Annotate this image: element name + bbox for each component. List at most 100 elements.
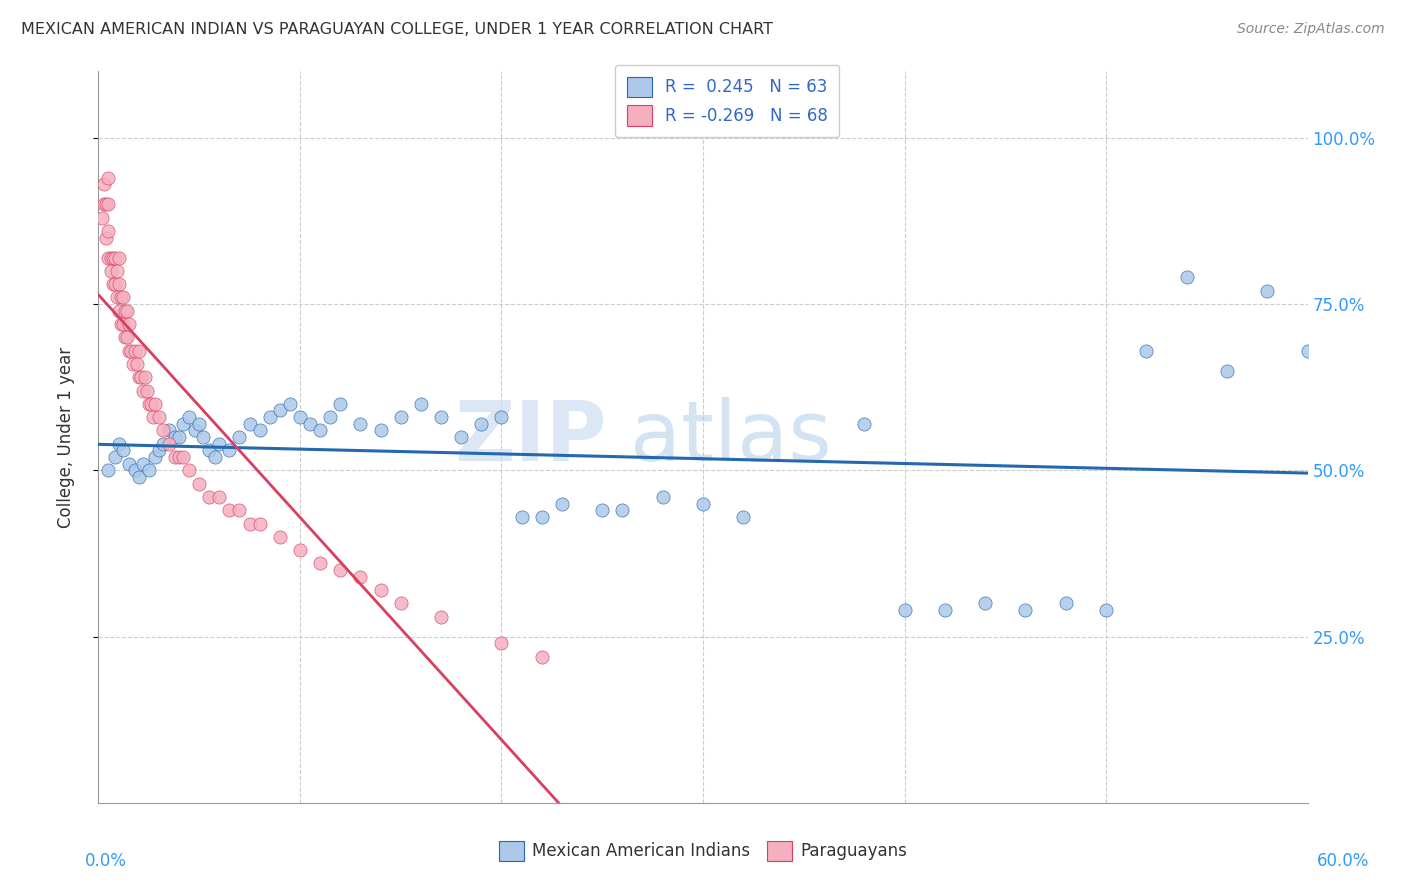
Point bbox=[97, 224, 120, 238]
Point bbox=[97, 463, 120, 477]
Point bbox=[853, 417, 876, 431]
Point bbox=[349, 570, 371, 584]
Point bbox=[188, 417, 211, 431]
Point bbox=[101, 251, 124, 265]
Point bbox=[157, 436, 180, 450]
Point bbox=[118, 343, 141, 358]
Point bbox=[651, 490, 673, 504]
Point bbox=[288, 543, 311, 558]
Point bbox=[103, 450, 125, 464]
Point bbox=[329, 397, 352, 411]
Point bbox=[97, 251, 120, 265]
Point bbox=[974, 596, 997, 610]
Point bbox=[228, 503, 250, 517]
Point bbox=[893, 603, 915, 617]
Point bbox=[143, 450, 166, 464]
Point bbox=[100, 264, 122, 278]
Point bbox=[179, 463, 201, 477]
Point bbox=[430, 410, 453, 425]
Point bbox=[1054, 596, 1077, 610]
Point bbox=[115, 303, 138, 318]
Point bbox=[370, 424, 392, 438]
Text: 0.0%: 0.0% bbox=[84, 852, 127, 870]
Point bbox=[389, 596, 412, 610]
Point bbox=[152, 424, 174, 438]
Point bbox=[470, 417, 492, 431]
Point bbox=[1014, 603, 1036, 617]
Point bbox=[121, 357, 143, 371]
Point bbox=[309, 424, 332, 438]
Point bbox=[389, 410, 412, 425]
Point bbox=[103, 251, 125, 265]
Text: Source: ZipAtlas.com: Source: ZipAtlas.com bbox=[1237, 22, 1385, 37]
Point bbox=[132, 384, 155, 398]
Point bbox=[114, 303, 136, 318]
Point bbox=[370, 582, 392, 597]
Point bbox=[1095, 603, 1118, 617]
Point bbox=[349, 417, 371, 431]
Point bbox=[249, 516, 271, 531]
Point bbox=[120, 343, 142, 358]
Point bbox=[259, 410, 281, 425]
Point bbox=[110, 290, 132, 304]
Point bbox=[105, 290, 128, 304]
Point bbox=[107, 277, 129, 292]
Point bbox=[101, 277, 124, 292]
Point bbox=[551, 497, 574, 511]
Point bbox=[134, 370, 156, 384]
Point bbox=[184, 424, 207, 438]
Point bbox=[118, 317, 141, 331]
Point bbox=[208, 436, 231, 450]
Point bbox=[105, 264, 128, 278]
Point bbox=[128, 470, 150, 484]
Point bbox=[143, 397, 166, 411]
Point bbox=[111, 290, 134, 304]
Point bbox=[142, 410, 165, 425]
Point bbox=[93, 178, 115, 192]
Point bbox=[239, 516, 262, 531]
Legend: Mexican American Indians, Paraguayans: Mexican American Indians, Paraguayans bbox=[492, 834, 914, 868]
Point bbox=[329, 563, 352, 577]
Point bbox=[100, 251, 122, 265]
Point bbox=[167, 450, 190, 464]
Point bbox=[107, 251, 129, 265]
Text: ZIP: ZIP bbox=[454, 397, 606, 477]
Point bbox=[172, 417, 194, 431]
Point bbox=[218, 503, 240, 517]
Point bbox=[510, 509, 533, 524]
Point bbox=[179, 410, 201, 425]
Point bbox=[114, 330, 136, 344]
Point bbox=[148, 410, 170, 425]
Point bbox=[309, 557, 332, 571]
Point bbox=[530, 649, 553, 664]
Point bbox=[491, 636, 513, 650]
Point bbox=[93, 197, 115, 211]
Point bbox=[97, 170, 120, 185]
Point bbox=[139, 397, 162, 411]
Point bbox=[103, 277, 125, 292]
Point bbox=[107, 436, 129, 450]
Point bbox=[1135, 343, 1157, 358]
Point bbox=[167, 430, 190, 444]
Point bbox=[132, 457, 155, 471]
Text: 60.0%: 60.0% bbox=[1316, 852, 1369, 870]
Point bbox=[118, 457, 141, 471]
Point bbox=[1296, 343, 1319, 358]
Point bbox=[124, 343, 146, 358]
Point bbox=[107, 303, 129, 318]
Point bbox=[91, 211, 114, 225]
Point bbox=[97, 197, 120, 211]
Point bbox=[228, 430, 250, 444]
Point bbox=[319, 410, 342, 425]
Text: atlas: atlas bbox=[630, 397, 832, 477]
Point bbox=[188, 476, 211, 491]
Point bbox=[152, 436, 174, 450]
Point bbox=[135, 384, 157, 398]
Point bbox=[110, 317, 132, 331]
Point bbox=[128, 343, 150, 358]
Point bbox=[204, 450, 226, 464]
Point bbox=[198, 490, 221, 504]
Point bbox=[249, 424, 271, 438]
Point bbox=[1256, 284, 1278, 298]
Point bbox=[138, 397, 160, 411]
